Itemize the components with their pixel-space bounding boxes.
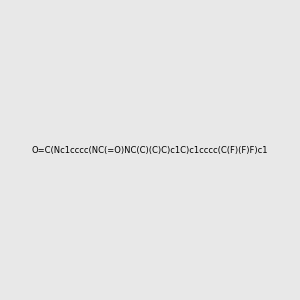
- Text: O=C(Nc1cccc(NC(=O)NC(C)(C)C)c1C)c1cccc(C(F)(F)F)c1: O=C(Nc1cccc(NC(=O)NC(C)(C)C)c1C)c1cccc(C…: [32, 146, 268, 154]
